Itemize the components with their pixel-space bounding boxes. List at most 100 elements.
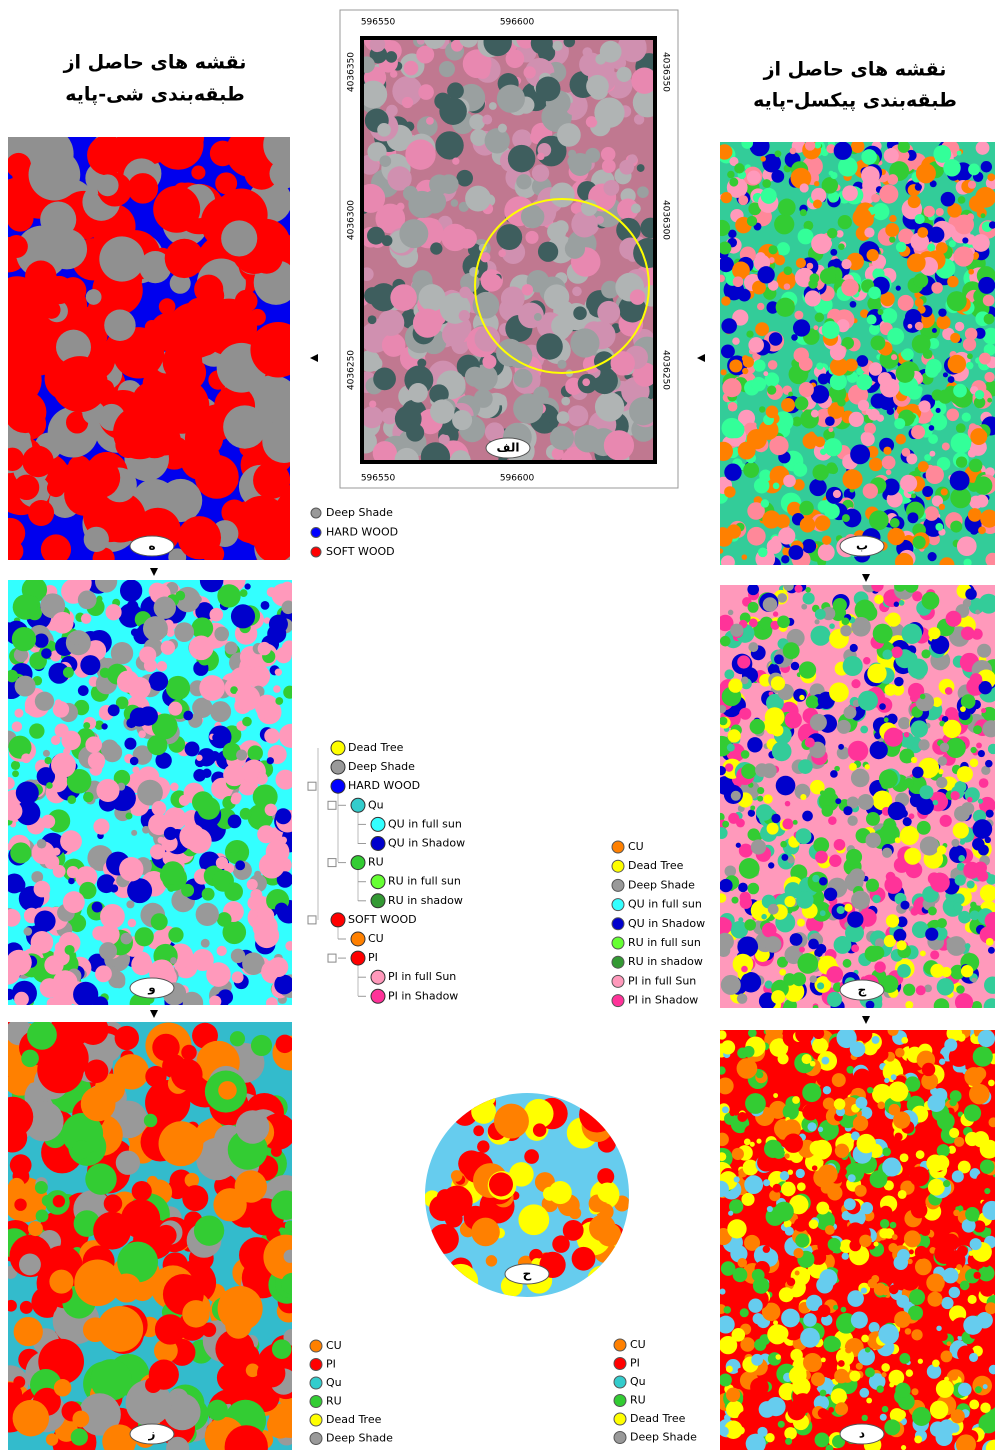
- map-patch: [506, 343, 533, 369]
- map-patch: [799, 946, 805, 953]
- map-patch: [826, 1337, 841, 1352]
- map-patch: [818, 876, 828, 886]
- panel-label: ح: [523, 1267, 532, 1281]
- map-patch: [750, 839, 767, 855]
- map-patch: [748, 1298, 763, 1313]
- map-patch: [868, 323, 880, 335]
- map-patch: [987, 397, 993, 403]
- map-patch: [766, 822, 779, 835]
- map-patch: [741, 142, 754, 149]
- map-patch: [845, 1346, 852, 1354]
- map-patch: [170, 957, 177, 964]
- map-patch: [758, 420, 779, 440]
- map-patch: [938, 308, 947, 317]
- map-patch: [973, 396, 986, 409]
- map-patch: [131, 829, 138, 836]
- map-patch: [228, 842, 240, 854]
- map-patch: [866, 1397, 873, 1404]
- map-patch: [788, 391, 793, 397]
- map-patch: [939, 742, 950, 753]
- map-patch: [905, 1076, 921, 1092]
- map-patch: [910, 1443, 923, 1450]
- map-patch: [830, 248, 838, 256]
- map-patch: [629, 289, 646, 305]
- map-patch: [14, 429, 31, 446]
- map-patch: [899, 1153, 909, 1163]
- map-patch: [903, 778, 914, 788]
- map-patch: [170, 782, 179, 792]
- map-patch: [720, 1180, 729, 1198]
- map-patch: [773, 1201, 794, 1222]
- map-patch: [720, 1040, 736, 1055]
- legend-label: QU in Shadow: [628, 917, 705, 930]
- map-patch: [845, 848, 863, 865]
- map-patch: [182, 1185, 209, 1212]
- map-patch: [821, 606, 836, 621]
- map-patch: [27, 1221, 43, 1237]
- map-patch: [115, 696, 129, 710]
- legend-swatch: [350, 931, 366, 947]
- map-patch: [600, 147, 616, 162]
- map-patch: [143, 1113, 158, 1128]
- map-patch: [13, 647, 29, 663]
- map-patch: [861, 149, 877, 165]
- map-patch: [96, 778, 120, 803]
- image-border: [360, 36, 657, 464]
- map-patch: [798, 357, 813, 371]
- legend-swatch: [350, 855, 366, 871]
- map-patch: [984, 836, 992, 844]
- map-patch: [450, 450, 471, 462]
- map-patch: [720, 1315, 735, 1334]
- map-patch: [439, 97, 467, 125]
- map-patch: [195, 902, 219, 927]
- map-patch: [969, 910, 980, 921]
- map-patch: [949, 470, 970, 491]
- map-patch: [52, 847, 61, 856]
- map-patch: [103, 1194, 123, 1213]
- map-patch: [99, 236, 145, 282]
- map-patch: [859, 1109, 868, 1117]
- map-patch: [724, 463, 742, 481]
- map-patch: [250, 1034, 273, 1057]
- map-patch: [505, 49, 525, 69]
- map-patch: [966, 213, 975, 221]
- map-patch: [429, 1121, 444, 1136]
- map-patch: [722, 1106, 729, 1114]
- map-patch: [796, 1182, 806, 1192]
- map-patch: [474, 326, 501, 352]
- map-patch: [904, 308, 922, 326]
- map-patch: [458, 310, 470, 322]
- map-patch: [139, 251, 172, 284]
- map-patch: [772, 1183, 782, 1193]
- map-patch: [823, 438, 843, 457]
- map-patch: [854, 599, 876, 621]
- map-patch: [283, 685, 292, 699]
- map-patch: [948, 1286, 961, 1299]
- map-patch: [8, 777, 15, 790]
- map-patch: [879, 1219, 890, 1229]
- map-patch: [983, 313, 995, 325]
- map: [720, 1030, 995, 1450]
- legend-swatch: [613, 1431, 627, 1444]
- map-patch: [936, 457, 951, 471]
- map-patch: [935, 1379, 954, 1398]
- map-patch: [729, 156, 739, 166]
- map-patch: [979, 884, 995, 902]
- map-patch: [800, 793, 807, 801]
- map-patch: [854, 1184, 867, 1197]
- map-patch: [594, 392, 625, 422]
- map-patch: [904, 847, 922, 865]
- map-patch: [58, 932, 81, 954]
- map-patch: [507, 144, 536, 173]
- map-patch: [828, 816, 837, 825]
- map-patch: [152, 137, 204, 170]
- map-patch: [829, 623, 835, 630]
- map-patch: [762, 1245, 771, 1253]
- map-patch: [801, 603, 808, 610]
- map-patch: [832, 597, 847, 613]
- map-patch: [61, 1112, 104, 1155]
- map-patch: [953, 902, 962, 912]
- map-patch: [733, 1288, 746, 1301]
- coord: 4036300: [661, 200, 671, 240]
- map-patch: [808, 279, 818, 289]
